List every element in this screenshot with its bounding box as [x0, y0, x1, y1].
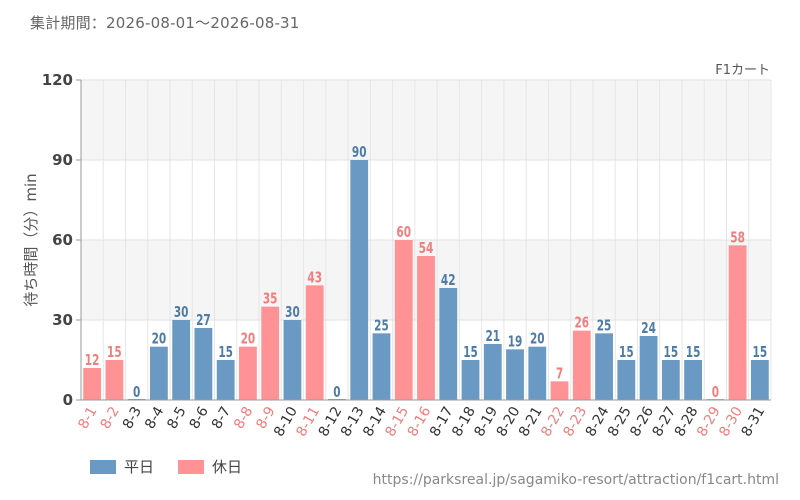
bar-8-17 — [439, 288, 458, 400]
bar-8-9 — [261, 306, 280, 400]
bar-8-7 — [216, 360, 235, 400]
value-label: 7 — [556, 366, 563, 383]
y-axis-label: 待ち時間（分）min — [22, 173, 40, 306]
plot-band — [81, 80, 771, 160]
y-tick-label: 120 — [42, 71, 73, 89]
bar-8-2 — [105, 360, 124, 400]
x-tick-labels: 8-18-28-38-48-58-68-78-88-98-108-118-128… — [75, 404, 768, 440]
bar-8-28 — [684, 360, 702, 400]
bar-8-23 — [572, 330, 591, 400]
value-label: 25 — [374, 318, 389, 335]
value-label: 90 — [352, 145, 367, 162]
value-label: 54 — [419, 241, 434, 258]
bar-8-5 — [172, 320, 191, 400]
value-label: 19 — [508, 334, 523, 351]
value-label: 30 — [174, 305, 189, 322]
bar-8-31 — [750, 360, 769, 400]
bar-8-22 — [550, 381, 569, 400]
source-url[interactable]: https://parksreal.jp/sagamiko-resort/att… — [372, 472, 779, 488]
value-label: 0 — [712, 385, 719, 402]
value-label: 20 — [241, 331, 256, 348]
x-tick-label: 8-7 — [209, 404, 234, 432]
x-tick-label: 8-8 — [231, 404, 256, 432]
x-tick-label: 8-31 — [739, 404, 769, 440]
bar-8-27 — [661, 360, 680, 400]
value-label: 15 — [463, 345, 478, 362]
bar-8-21 — [528, 346, 547, 400]
value-label: 35 — [263, 291, 278, 308]
value-label: 0 — [133, 385, 140, 402]
bar-8-14 — [372, 333, 391, 400]
value-label: 15 — [619, 345, 634, 362]
value-label: 15 — [218, 345, 233, 362]
value-label: 15 — [664, 345, 679, 362]
y-tick-label: 30 — [52, 311, 73, 329]
weekday-swatch — [90, 459, 116, 474]
legend-label-weekday: 平日 — [124, 458, 155, 476]
bar-8-19 — [483, 344, 502, 400]
value-label: 43 — [307, 270, 322, 287]
x-tick-label: 8-4 — [142, 404, 167, 432]
bar-8-11 — [305, 285, 324, 400]
bar-8-26 — [639, 336, 658, 400]
value-label: 15 — [686, 345, 701, 362]
y-tick-labels: 0 30 60 90 120 — [42, 71, 81, 409]
value-label: 15 — [107, 345, 122, 362]
bar-8-30 — [728, 245, 747, 400]
value-label: 26 — [574, 315, 589, 332]
x-tick-label: 8-1 — [75, 404, 100, 432]
bar-8-6 — [194, 328, 213, 400]
legend-item-weekday[interactable]: 平日 — [90, 456, 154, 477]
value-label: 27 — [196, 313, 211, 330]
value-label: 0 — [333, 385, 340, 402]
bar-8-4 — [150, 346, 168, 400]
bar-8-16 — [417, 256, 435, 400]
y-tick-label: 60 — [52, 231, 73, 249]
value-label: 20 — [152, 331, 167, 348]
bar-8-1 — [83, 368, 102, 400]
bar-8-15 — [394, 240, 413, 400]
x-tick-label: 8-2 — [98, 404, 123, 432]
legend-item-holiday[interactable]: 休日 — [178, 456, 242, 477]
plot-band — [81, 160, 771, 240]
value-label: 12 — [85, 353, 100, 370]
bar-8-20 — [506, 349, 524, 400]
bar-8-8 — [239, 346, 257, 400]
holiday-swatch — [178, 459, 205, 474]
value-label: 15 — [753, 345, 768, 362]
value-label: 30 — [285, 305, 300, 322]
value-labels: 12 15 0 20 30 27 15 20 35 30 43 0 90 25 60 54 42 15 21 19 20… — [85, 145, 767, 402]
value-label: 25 — [597, 318, 612, 335]
bars — [83, 160, 769, 400]
bar-8-25 — [617, 360, 636, 400]
y-tick-label: 0 — [63, 391, 73, 409]
bar-8-18 — [461, 360, 480, 400]
value-label: 20 — [530, 331, 545, 348]
value-label: 60 — [396, 225, 411, 242]
chart-title: F1カート — [715, 63, 770, 78]
legend: 平日 休日 — [90, 456, 242, 477]
x-tick-label: 8-3 — [120, 404, 145, 432]
value-label: 42 — [441, 273, 456, 290]
y-tick-label: 90 — [52, 151, 73, 169]
x-tick-label: 8-5 — [164, 404, 189, 432]
period-label: 集計期間：2026-08-01〜2026-08-31 — [30, 14, 300, 32]
legend-label-holiday: 休日 — [212, 458, 243, 476]
value-label: 24 — [641, 321, 656, 338]
value-label: 58 — [730, 230, 745, 247]
bar-8-24 — [595, 333, 613, 400]
value-label: 21 — [485, 329, 500, 346]
x-tick-label: 8-6 — [187, 404, 212, 432]
bar-8-10 — [283, 320, 302, 400]
bar-8-13 — [350, 160, 369, 400]
